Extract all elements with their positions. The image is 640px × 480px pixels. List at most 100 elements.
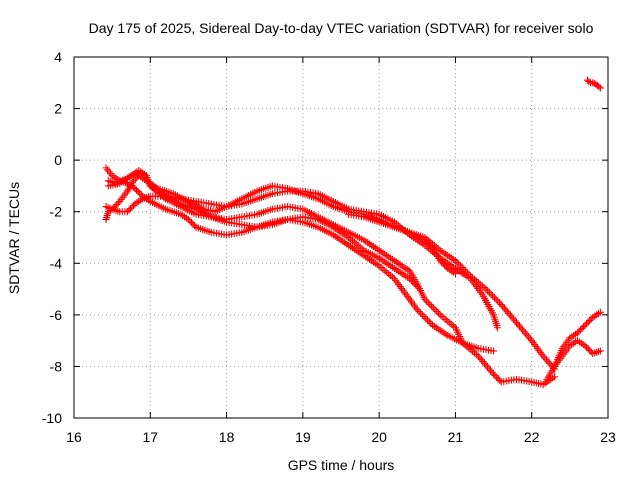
data-point-marker <box>436 257 444 265</box>
x-tick-label: 17 <box>142 429 158 445</box>
data-point-marker <box>497 301 505 309</box>
data-point-marker <box>410 279 418 287</box>
data-point-marker <box>406 275 414 283</box>
data-point-marker <box>494 375 502 383</box>
data-point-marker <box>433 307 441 315</box>
data-point-marker <box>519 326 527 334</box>
data-point-marker <box>439 260 447 268</box>
data-point-marker <box>496 376 504 384</box>
y-tick-labels: -10 -8 -6 -4 -2 0 2 4 <box>42 49 62 426</box>
y-tick-label: 0 <box>54 152 62 168</box>
data-point-marker <box>189 220 197 228</box>
data-point-marker <box>520 328 528 336</box>
data-point-marker <box>484 287 492 295</box>
data-point-marker <box>418 311 426 319</box>
data-point-marker <box>187 219 195 227</box>
y-tick-label: -2 <box>50 204 63 220</box>
data-point-marker <box>131 185 139 193</box>
series-track-9 <box>583 76 604 92</box>
x-tick-label: 20 <box>371 429 387 445</box>
data-point-marker <box>482 361 490 369</box>
data-point-marker <box>583 320 591 328</box>
data-point-marker <box>551 373 559 381</box>
data-point-marker <box>491 372 499 380</box>
data-point-marker <box>458 264 466 272</box>
data-point-marker <box>586 346 594 354</box>
data-point-marker <box>186 217 194 225</box>
data-point-marker <box>424 239 432 247</box>
data-point-marker <box>577 326 585 334</box>
data-point-marker <box>422 238 430 246</box>
data-point-marker <box>412 281 420 289</box>
chart-title: Day 175 of 2025, Sidereal Day-to-day VTE… <box>89 20 594 36</box>
data-point-marker <box>489 292 497 300</box>
y-tick-label: -8 <box>50 358 63 374</box>
data-point-marker <box>502 306 510 314</box>
data-point-marker <box>517 324 525 332</box>
data-point-marker <box>426 301 434 309</box>
data-point-marker <box>407 276 415 284</box>
data-point-marker <box>496 299 504 307</box>
x-tick-label: 16 <box>66 429 82 445</box>
data-point-marker <box>573 329 581 337</box>
data-point-marker <box>500 304 508 312</box>
data-point-marker <box>114 199 122 207</box>
data-point-marker <box>136 189 144 197</box>
data-point-marker <box>453 258 461 266</box>
data-point-marker <box>451 270 459 278</box>
data-point-marker <box>457 262 465 270</box>
y-tick-label: -4 <box>50 255 63 271</box>
x-tick-label: 22 <box>524 429 540 445</box>
data-point-marker <box>589 79 597 87</box>
data-point-marker <box>514 320 522 328</box>
x-tick-labels: 16 17 18 19 20 21 22 23 <box>66 429 616 445</box>
data-point-marker <box>578 324 586 332</box>
data-marks <box>102 76 604 388</box>
y-tick-label: 2 <box>54 101 62 117</box>
data-point-marker <box>583 343 591 351</box>
data-point-marker <box>191 222 199 230</box>
data-point-marker <box>425 241 433 249</box>
data-point-marker <box>417 309 425 317</box>
x-tick-label: 21 <box>448 429 464 445</box>
data-point-marker <box>596 308 604 316</box>
data-point-marker <box>580 323 588 331</box>
data-point-marker <box>525 333 533 341</box>
y-tick-label: -10 <box>42 410 62 426</box>
data-point-marker <box>581 321 589 329</box>
x-tick-label: 23 <box>600 429 616 445</box>
data-point-marker <box>429 304 437 312</box>
data-point-marker <box>477 356 485 364</box>
data-point-marker <box>184 215 192 223</box>
data-point-marker <box>493 373 501 381</box>
data-point-marker <box>441 261 449 269</box>
data-point-marker <box>421 236 429 244</box>
data-point-marker <box>490 370 498 378</box>
data-point-marker <box>494 297 502 305</box>
data-point-marker <box>541 354 549 362</box>
data-point-marker <box>451 257 459 265</box>
data-point-marker <box>509 315 517 323</box>
data-point-marker <box>438 258 446 266</box>
data-point-marker <box>485 289 493 297</box>
y-tick-label: 4 <box>54 49 62 65</box>
data-point-marker <box>586 317 594 325</box>
data-point-marker <box>595 83 603 91</box>
y-axis-label: SDTVAR / TECUs <box>6 182 22 294</box>
data-point-marker <box>111 202 119 210</box>
data-point-marker <box>487 367 495 375</box>
series-track-3 <box>102 164 498 355</box>
data-point-marker <box>506 311 514 319</box>
data-point-marker <box>479 358 487 366</box>
data-point-marker <box>522 329 530 337</box>
data-point-marker <box>423 297 431 305</box>
data-point-marker <box>493 324 501 332</box>
data-point-marker <box>413 282 421 290</box>
data-point-marker <box>123 208 131 216</box>
grid-layer <box>74 57 608 418</box>
data-point-marker <box>499 302 507 310</box>
data-point-marker <box>584 345 592 353</box>
data-point-marker <box>585 77 593 85</box>
data-point-marker <box>427 319 435 327</box>
